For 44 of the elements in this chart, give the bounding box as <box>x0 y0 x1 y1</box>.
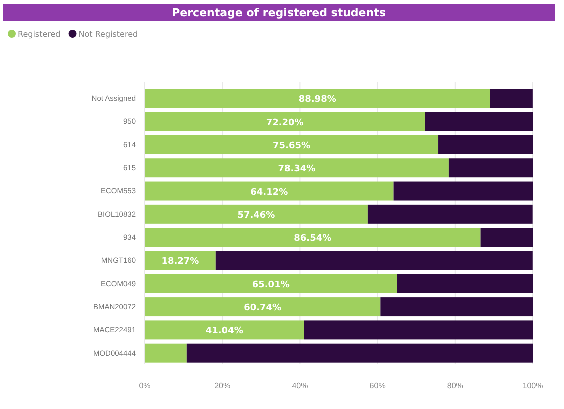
bar <box>425 112 533 132</box>
bar <box>145 320 304 340</box>
data-label: 78.34% <box>278 164 316 175</box>
bar <box>397 274 534 294</box>
bar <box>186 344 533 363</box>
data-label: 72.20% <box>266 118 304 128</box>
x-tick-label: 0% <box>139 382 151 391</box>
data-label: 86.54% <box>294 234 332 244</box>
legend-label: Not Registered <box>78 30 138 39</box>
bar <box>145 89 490 108</box>
bar <box>394 182 534 201</box>
bar <box>448 158 534 178</box>
data-label: 41.04% <box>206 326 244 337</box>
chart-title: Percentage of registered students <box>172 6 386 20</box>
x-tick-label: 20% <box>214 382 231 391</box>
data-label: 57.46% <box>238 210 276 221</box>
bar <box>145 182 394 201</box>
bar <box>480 228 534 248</box>
data-label: 88.98% <box>298 95 336 106</box>
bar <box>145 228 481 248</box>
data-label: 65.01% <box>252 280 290 290</box>
bar <box>145 251 216 270</box>
bar <box>490 89 533 108</box>
bar <box>145 204 368 224</box>
bar <box>438 135 534 154</box>
data-label: 18.27% <box>162 257 200 268</box>
bar <box>304 320 534 340</box>
bar <box>145 112 426 132</box>
bar <box>145 298 381 317</box>
x-tick-label: 80% <box>447 382 464 391</box>
data-label: 60.74% <box>244 304 282 314</box>
x-tick-label: 60% <box>370 382 386 391</box>
bar <box>368 204 533 224</box>
data-label: 64.12% <box>250 188 288 198</box>
bar <box>380 298 534 317</box>
bar <box>216 251 533 270</box>
bar <box>145 135 439 154</box>
bar <box>145 158 449 178</box>
legend-label: Registered <box>18 30 61 39</box>
data-label: 75.65% <box>273 141 311 152</box>
x-tick-label: 40% <box>292 382 308 391</box>
x-tick-label: 100% <box>522 382 544 391</box>
bar <box>145 344 187 363</box>
bar <box>145 274 398 294</box>
